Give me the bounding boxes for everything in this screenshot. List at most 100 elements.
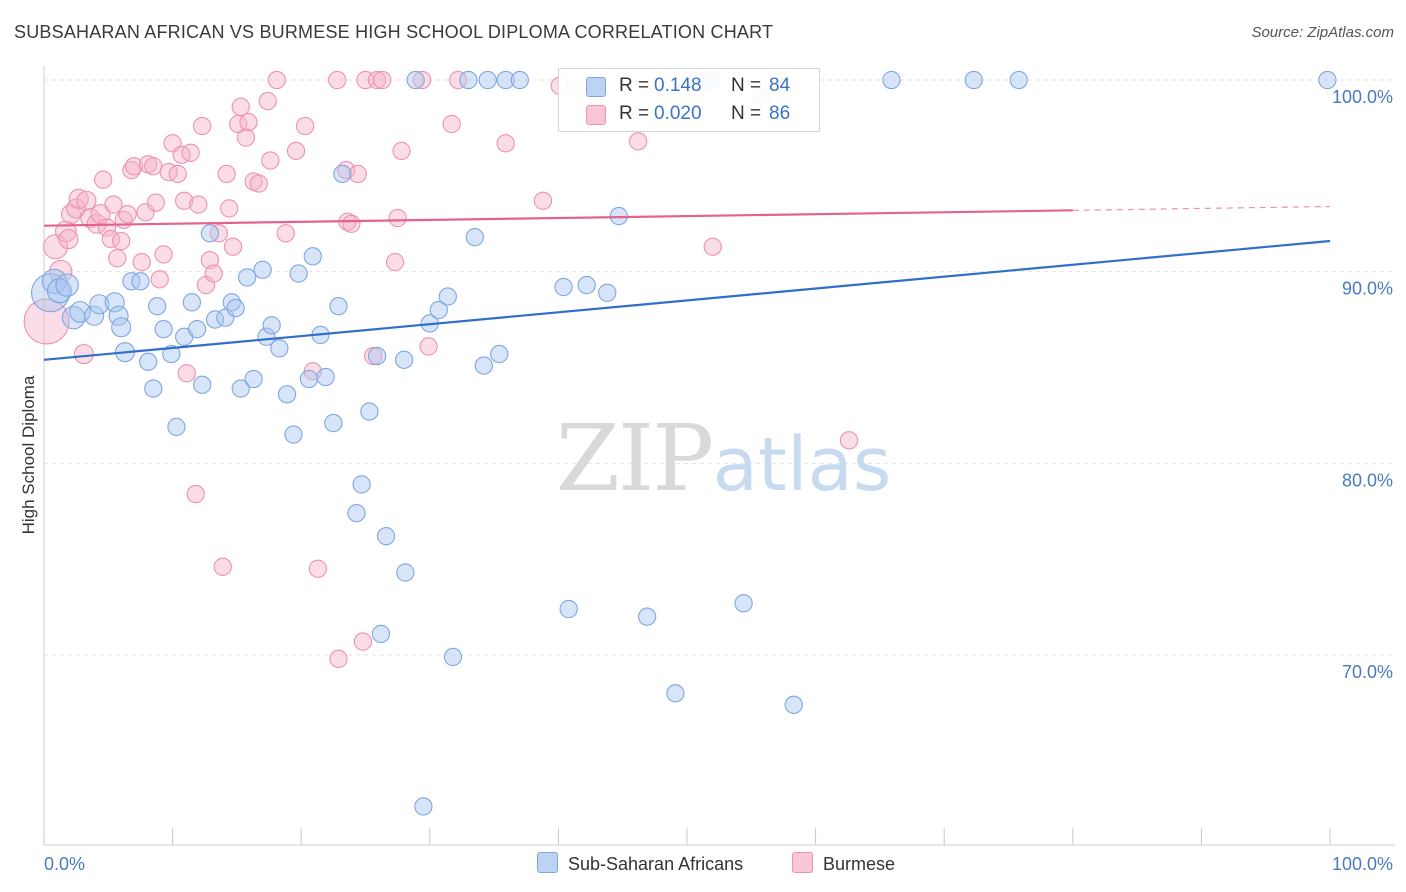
- burmese-point: [261, 151, 280, 170]
- subsaharan-point: [429, 300, 448, 320]
- bottom-legend-swatch-pink: [792, 852, 813, 873]
- subsaharan-point: [1009, 70, 1028, 90]
- subsaharan-point: [257, 327, 276, 346]
- subsaharan-point: [329, 297, 348, 316]
- burmese-point: [181, 143, 200, 162]
- burmese-trend-line: [43, 209, 1073, 227]
- y-tick-label: 80.0%: [1342, 470, 1393, 490]
- subsaharan-point: [289, 264, 308, 283]
- subsaharan-point: [139, 352, 158, 371]
- stats-legend: R = 0.148 N = 84 R = 0.020 N = 86: [558, 68, 820, 132]
- burmese-point: [80, 207, 101, 229]
- x-tick-label-min: 0.0%: [44, 854, 85, 874]
- burmese-point: [258, 91, 277, 111]
- subsaharan-point: [216, 308, 235, 327]
- subsaharan-point: [167, 417, 186, 437]
- burmese-point: [97, 218, 117, 237]
- subsaharan-point: [104, 292, 125, 313]
- subsaharan-point: [182, 293, 202, 312]
- burmese-point: [628, 132, 648, 151]
- burmese-point: [159, 162, 178, 182]
- burmese-point: [220, 199, 239, 218]
- subsaharan-point: [496, 70, 515, 90]
- subsaharan-point: [406, 70, 425, 90]
- burmese-point: [348, 164, 367, 184]
- legend-r-label: R =: [619, 75, 650, 96]
- burmese-point: [112, 231, 131, 251]
- burmese-point: [231, 97, 250, 116]
- watermark-atlas: atlas: [713, 422, 892, 508]
- burmese-point: [249, 174, 268, 193]
- burmese-point: [94, 170, 113, 189]
- watermark-zip: ZIP: [556, 405, 712, 512]
- subsaharan-point: [148, 297, 167, 316]
- subsaharan-point: [253, 260, 272, 279]
- subsaharan-point: [882, 70, 901, 90]
- burmese-point: [146, 193, 166, 212]
- burmese-point: [442, 114, 461, 134]
- burmese-point: [154, 245, 173, 264]
- burmese-point: [412, 70, 432, 90]
- burmese-point: [295, 116, 315, 136]
- legend-swatch-pink: [586, 105, 606, 125]
- subsaharan-point: [111, 317, 132, 338]
- legend-row-subsaharan: R = 0.148 N = 84: [559, 73, 819, 101]
- subsaharan-point: [438, 287, 457, 306]
- legend-r-value: 0.020: [654, 103, 702, 124]
- legend-n-value: 86: [769, 103, 791, 124]
- burmese-point: [144, 157, 163, 176]
- legend-row-burmese: R = 0.020 N = 86: [559, 101, 819, 129]
- subsaharan-point: [162, 344, 181, 364]
- subsaharan-point: [367, 346, 387, 366]
- bottom-legend-swatch-blue: [537, 852, 558, 873]
- burmese-point: [342, 214, 361, 233]
- legend-n-value: 84: [769, 75, 791, 96]
- subsaharan-point: [371, 624, 391, 644]
- burmese-point: [419, 337, 438, 356]
- subsaharan-point: [55, 273, 79, 297]
- burmese-points: [23, 70, 859, 668]
- watermark: ZIP atlas: [556, 405, 892, 512]
- burmese-point: [353, 632, 373, 651]
- burmese-point: [364, 346, 383, 366]
- subsaharan-point: [376, 527, 396, 546]
- burmese-point: [276, 224, 295, 243]
- subsaharan-point: [554, 277, 573, 297]
- burmese-point: [76, 190, 97, 211]
- subsaharan-point: [474, 356, 493, 375]
- burmese-point: [175, 191, 194, 210]
- burmese-point: [448, 70, 468, 90]
- burmese-point: [150, 270, 169, 289]
- y-tick-labels: 100.0% 90.0% 80.0% 70.0%: [1332, 87, 1393, 682]
- subsaharan-point: [316, 367, 335, 387]
- subsaharan-point: [347, 504, 366, 523]
- axes: [43, 66, 1395, 846]
- subsaharan-point: [510, 70, 529, 90]
- burmese-point: [385, 252, 405, 272]
- burmese-point: [68, 188, 89, 209]
- subsaharan-point: [84, 305, 105, 326]
- burmese-point: [533, 191, 553, 210]
- chart-title: SUBSAHARAN AFRICAN VS BURMESE HIGH SCHOO…: [14, 22, 774, 42]
- subsaharan-point: [200, 224, 220, 243]
- burmese-point: [124, 157, 144, 176]
- burmese-point: [267, 70, 286, 90]
- burmese-point: [132, 252, 151, 272]
- burmese-point: [388, 208, 407, 228]
- subsaharan-point: [478, 70, 497, 90]
- subsaharan-point: [666, 684, 685, 703]
- grid-lines: [44, 79, 1395, 656]
- y-axis-label: High School Diploma: [19, 375, 38, 534]
- legend-r-label: R =: [619, 103, 650, 124]
- subsaharan-point: [244, 369, 263, 389]
- subsaharan-point: [303, 247, 322, 266]
- burmese-point: [104, 195, 123, 214]
- burmese-point: [392, 141, 411, 161]
- subsaharan-point: [324, 413, 343, 433]
- subsaharan-point: [394, 350, 414, 369]
- subsaharan-point: [262, 316, 281, 335]
- subsaharan-point: [637, 607, 657, 626]
- burmese-point: [136, 203, 155, 222]
- burmese-point: [177, 364, 196, 383]
- burmese-point: [217, 164, 236, 184]
